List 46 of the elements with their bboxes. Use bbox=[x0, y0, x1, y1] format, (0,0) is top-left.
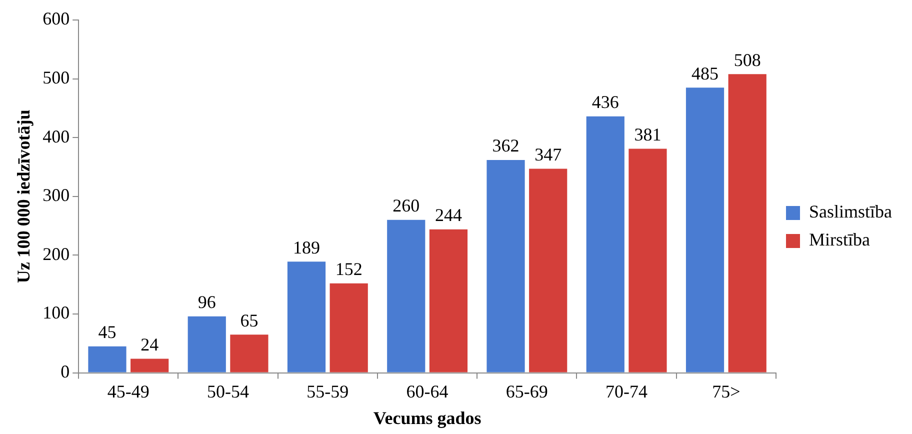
data-label: 152 bbox=[335, 259, 362, 280]
x-tick-label: 45-49 bbox=[107, 381, 150, 402]
y-tick-label: 100 bbox=[42, 302, 70, 323]
bar bbox=[728, 74, 766, 372]
data-label: 65 bbox=[240, 310, 258, 330]
data-label: 260 bbox=[392, 196, 420, 216]
data-label: 24 bbox=[140, 334, 159, 354]
bar bbox=[628, 148, 667, 372]
data-label: 347 bbox=[534, 144, 562, 164]
data-label: 45 bbox=[98, 322, 116, 342]
x-tick-label: 65-69 bbox=[506, 381, 548, 402]
y-tick-label: 400 bbox=[42, 126, 70, 146]
data-label: 436 bbox=[592, 92, 619, 112]
bar bbox=[686, 88, 724, 372]
data-label: 362 bbox=[492, 136, 520, 156]
data-label: 189 bbox=[293, 237, 320, 258]
legend-label: Saslimstība bbox=[808, 202, 892, 222]
bar bbox=[88, 346, 126, 372]
bar bbox=[230, 334, 268, 372]
y-tick-label: 200 bbox=[42, 244, 70, 264]
y-tick-label: 500 bbox=[42, 68, 70, 88]
bar bbox=[130, 358, 169, 372]
y-tick-label: 600 bbox=[42, 8, 70, 29]
x-tick-label: 55-59 bbox=[306, 381, 349, 402]
bar bbox=[529, 168, 568, 372]
bar bbox=[287, 262, 326, 372]
bar bbox=[188, 316, 226, 372]
bar bbox=[429, 229, 468, 372]
bar bbox=[387, 220, 426, 372]
data-label: 96 bbox=[198, 292, 216, 312]
y-tick-label: 0 bbox=[60, 362, 70, 382]
x-tick-label: 50-54 bbox=[207, 381, 250, 402]
x-tick-label: 70-74 bbox=[606, 381, 648, 402]
x-tick-label: 75> bbox=[712, 381, 740, 402]
data-label: 508 bbox=[734, 50, 761, 70]
x-tick-label: 60-64 bbox=[406, 381, 448, 402]
legend-label: Mirstība bbox=[808, 230, 870, 250]
bar bbox=[486, 160, 525, 372]
data-label: 485 bbox=[692, 63, 719, 84]
data-label: 244 bbox=[434, 205, 462, 226]
bar bbox=[586, 116, 624, 372]
bar bbox=[330, 283, 368, 372]
y-tick-label: 300 bbox=[42, 185, 70, 206]
x-axis-title: Vecums gados bbox=[373, 408, 482, 428]
y-axis-title: Uz 100 000 iedzīvotāju bbox=[13, 110, 34, 284]
data-label: 381 bbox=[634, 124, 662, 145]
